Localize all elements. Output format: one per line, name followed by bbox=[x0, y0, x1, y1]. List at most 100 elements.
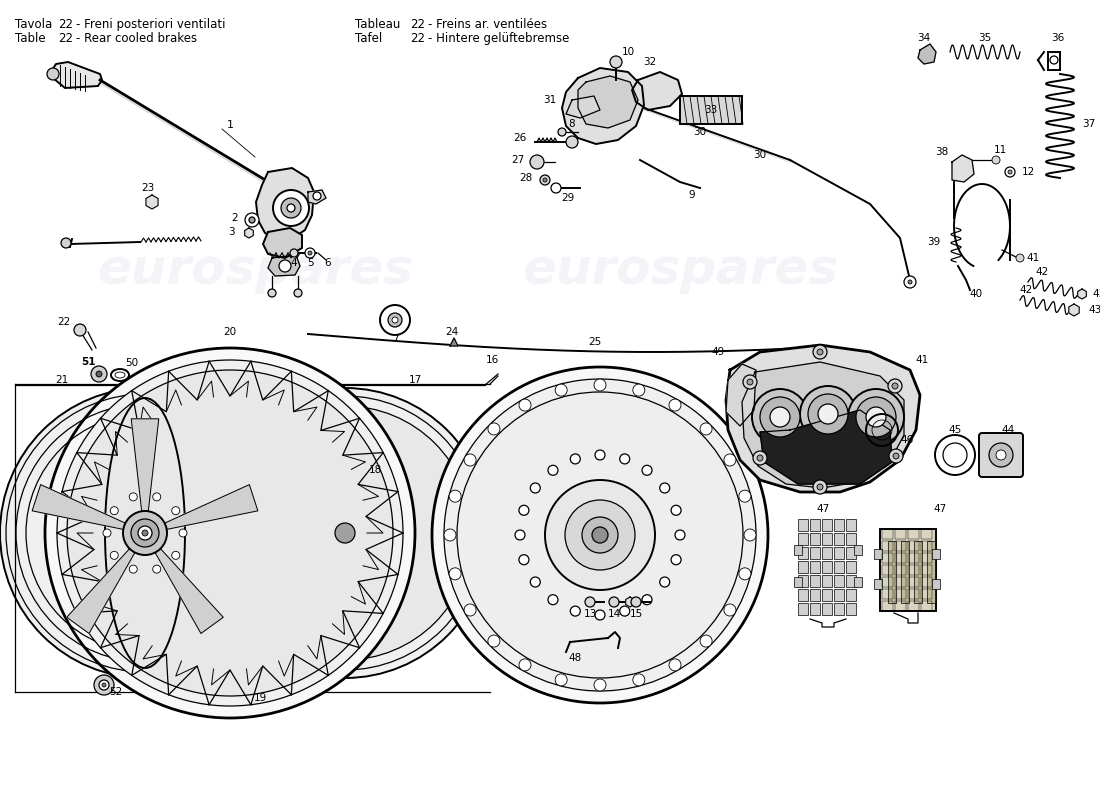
Text: 19: 19 bbox=[253, 693, 266, 703]
Text: 43: 43 bbox=[1092, 289, 1100, 299]
Text: 22: 22 bbox=[57, 317, 70, 327]
Circle shape bbox=[449, 490, 461, 502]
Polygon shape bbox=[52, 62, 102, 88]
Circle shape bbox=[631, 597, 641, 607]
Text: 46: 46 bbox=[900, 435, 913, 445]
Circle shape bbox=[336, 523, 355, 543]
Text: 49: 49 bbox=[712, 347, 725, 357]
Circle shape bbox=[245, 213, 258, 227]
Circle shape bbox=[74, 324, 86, 336]
Circle shape bbox=[519, 506, 529, 515]
Circle shape bbox=[813, 480, 827, 494]
Circle shape bbox=[1005, 167, 1015, 177]
Circle shape bbox=[208, 396, 482, 670]
Polygon shape bbox=[562, 68, 644, 144]
Text: 17: 17 bbox=[408, 375, 421, 385]
Circle shape bbox=[642, 466, 652, 475]
Circle shape bbox=[989, 443, 1013, 467]
Circle shape bbox=[200, 388, 490, 678]
Bar bbox=[932, 549, 940, 559]
Circle shape bbox=[218, 406, 472, 660]
Circle shape bbox=[660, 577, 670, 587]
Bar bbox=[921, 529, 932, 539]
Circle shape bbox=[444, 529, 456, 541]
Circle shape bbox=[294, 289, 302, 297]
Circle shape bbox=[67, 370, 393, 696]
Text: - Rear cooled brakes: - Rear cooled brakes bbox=[76, 32, 197, 45]
Bar bbox=[854, 577, 862, 587]
Circle shape bbox=[594, 679, 606, 691]
Text: 22: 22 bbox=[58, 18, 73, 31]
Text: eurospares: eurospares bbox=[522, 246, 838, 294]
Bar bbox=[921, 553, 932, 563]
Bar bbox=[810, 561, 820, 573]
Circle shape bbox=[323, 511, 367, 555]
Circle shape bbox=[464, 604, 476, 616]
Bar bbox=[822, 561, 832, 573]
Circle shape bbox=[1008, 170, 1012, 174]
Bar bbox=[822, 547, 832, 559]
Circle shape bbox=[592, 527, 608, 543]
Circle shape bbox=[747, 379, 754, 385]
Circle shape bbox=[0, 388, 290, 678]
Text: Tavola: Tavola bbox=[15, 18, 53, 31]
Polygon shape bbox=[952, 155, 974, 182]
Text: 34: 34 bbox=[917, 33, 931, 43]
Circle shape bbox=[594, 379, 606, 391]
Circle shape bbox=[515, 530, 525, 540]
Circle shape bbox=[464, 454, 476, 466]
Circle shape bbox=[866, 407, 886, 427]
Text: Tafel: Tafel bbox=[355, 32, 383, 45]
Bar bbox=[846, 533, 856, 545]
Circle shape bbox=[724, 454, 736, 466]
Bar bbox=[798, 603, 808, 615]
Circle shape bbox=[551, 183, 561, 193]
Bar bbox=[798, 533, 808, 545]
Circle shape bbox=[595, 450, 605, 460]
Circle shape bbox=[153, 493, 161, 501]
Bar bbox=[895, 541, 906, 551]
Bar bbox=[846, 561, 856, 573]
Circle shape bbox=[249, 217, 255, 223]
Text: 40: 40 bbox=[969, 289, 982, 299]
Polygon shape bbox=[450, 338, 458, 346]
Bar bbox=[846, 519, 856, 531]
Bar bbox=[908, 529, 918, 539]
Circle shape bbox=[91, 366, 107, 382]
Circle shape bbox=[519, 554, 529, 565]
Circle shape bbox=[379, 305, 410, 335]
Text: 35: 35 bbox=[978, 33, 991, 43]
Circle shape bbox=[273, 190, 309, 226]
Bar bbox=[882, 553, 893, 563]
Bar bbox=[908, 589, 918, 599]
Circle shape bbox=[544, 480, 654, 590]
Text: 16: 16 bbox=[485, 355, 498, 365]
Circle shape bbox=[392, 317, 398, 323]
Text: 13: 13 bbox=[583, 609, 596, 619]
Circle shape bbox=[632, 384, 645, 396]
Circle shape bbox=[619, 606, 629, 616]
Bar bbox=[834, 547, 844, 559]
Bar bbox=[921, 577, 932, 587]
Bar bbox=[895, 553, 906, 563]
Polygon shape bbox=[742, 362, 904, 488]
Text: 21: 21 bbox=[55, 375, 68, 385]
Text: 7: 7 bbox=[392, 334, 398, 344]
Circle shape bbox=[770, 407, 790, 427]
Circle shape bbox=[138, 526, 152, 540]
Text: 44: 44 bbox=[1001, 425, 1014, 435]
Bar bbox=[794, 577, 802, 587]
Bar bbox=[882, 577, 893, 587]
Polygon shape bbox=[32, 485, 125, 530]
Bar bbox=[888, 541, 896, 603]
Polygon shape bbox=[760, 410, 892, 484]
Circle shape bbox=[530, 155, 544, 169]
Bar bbox=[834, 519, 844, 531]
Circle shape bbox=[540, 175, 550, 185]
Circle shape bbox=[904, 276, 916, 288]
Circle shape bbox=[739, 568, 751, 580]
Circle shape bbox=[556, 674, 568, 686]
Text: 50: 50 bbox=[125, 358, 139, 368]
Text: 43: 43 bbox=[1088, 305, 1100, 315]
Text: 22: 22 bbox=[410, 18, 425, 31]
